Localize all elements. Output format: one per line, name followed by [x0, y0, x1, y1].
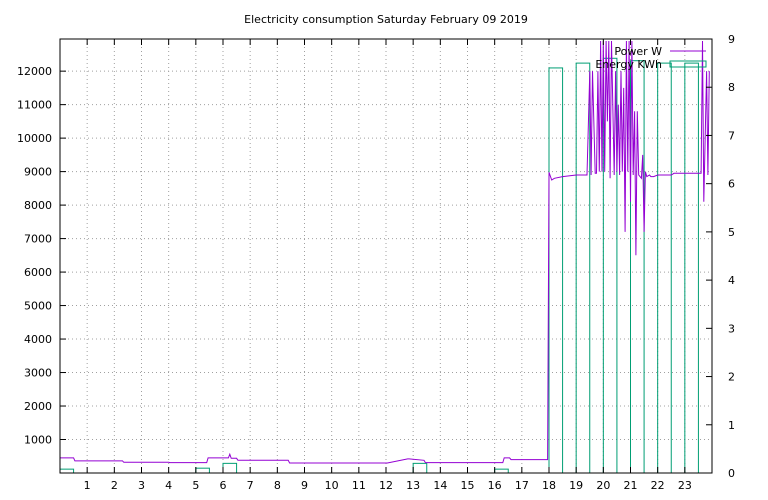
y-tick-label: 1000: [24, 434, 52, 447]
y-tick-label: 12000: [17, 65, 52, 78]
x-tick-label: 18: [542, 479, 556, 492]
x-tick-label: 21: [624, 479, 638, 492]
legend: Power W Energy KWh: [595, 45, 707, 71]
ticks: 1 2 3 4 5 6 7 8 9 10 11 12 13 14 15 16 17 18 19 20 21 22 23100…: [17, 33, 735, 492]
y2-tick-label: 5: [728, 226, 735, 239]
x-tick-label: 17: [515, 479, 529, 492]
x-tick-label: 9: [301, 479, 308, 492]
power-series-line: [60, 40, 710, 464]
x-tick-label: 4: [165, 479, 172, 492]
x-tick-label: 15: [461, 479, 475, 492]
x-tick-label: 20: [596, 479, 610, 492]
y-tick-label: 3000: [24, 367, 52, 380]
x-tick-label: 19: [569, 479, 583, 492]
x-tick-label: 10: [325, 479, 339, 492]
x-tick-label: 14: [433, 479, 447, 492]
energy-bar: [575, 62, 591, 474]
x-tick-label: 5: [192, 479, 199, 492]
y-tick-label: 11000: [17, 99, 52, 112]
y-tick-label: 7000: [24, 233, 52, 246]
y2-tick-label: 9: [728, 33, 735, 46]
x-tick-label: 23: [678, 479, 692, 492]
y2-tick-label: 7: [728, 129, 735, 142]
y2-tick-label: 1: [728, 419, 735, 432]
energy-bar: [222, 462, 238, 474]
legend-label-energy: Energy KWh: [595, 58, 662, 71]
y2-tick-label: 6: [728, 178, 735, 191]
energy-bar: [59, 468, 75, 474]
energy-bar: [548, 67, 564, 474]
x-tick-label: 11: [352, 479, 366, 492]
y-tick-label: 10000: [17, 132, 52, 145]
x-tick-label: 3: [138, 479, 145, 492]
x-tick-label: 6: [220, 479, 227, 492]
x-tick-label: 7: [247, 479, 254, 492]
energy-bar: [657, 62, 672, 474]
x-tick-label: 8: [274, 479, 281, 492]
x-tick-label: 12: [379, 479, 393, 492]
x-tick-label: 22: [651, 479, 665, 492]
y-tick-label: 2000: [24, 400, 52, 413]
energy-bar: [195, 467, 210, 474]
y2-tick-label: 4: [728, 274, 735, 287]
x-tick-label: 2: [111, 479, 118, 492]
chart-title: Electricity consumption Saturday Februar…: [244, 13, 528, 26]
energy-bar: [412, 462, 428, 474]
y-tick-label: 5000: [24, 300, 52, 313]
legend-label-power: Power W: [614, 45, 662, 58]
y2-tick-label: 3: [728, 322, 735, 335]
x-tick-label: 16: [488, 479, 502, 492]
legend-swatch-energy: [669, 60, 707, 68]
x-tick-label: 1: [84, 479, 91, 492]
x-tick-label: 13: [406, 479, 420, 492]
y-tick-label: 9000: [24, 166, 52, 179]
y-tick-label: 6000: [24, 266, 52, 279]
grid: [60, 39, 712, 473]
y2-tick-label: 8: [728, 81, 735, 94]
y-tick-label: 8000: [24, 199, 52, 212]
y-tick-label: 4000: [24, 333, 52, 346]
energy-bar: [684, 62, 699, 474]
y2-tick-label: 0: [728, 467, 735, 480]
energy-bar: [494, 468, 509, 474]
y2-tick-label: 2: [728, 371, 735, 384]
